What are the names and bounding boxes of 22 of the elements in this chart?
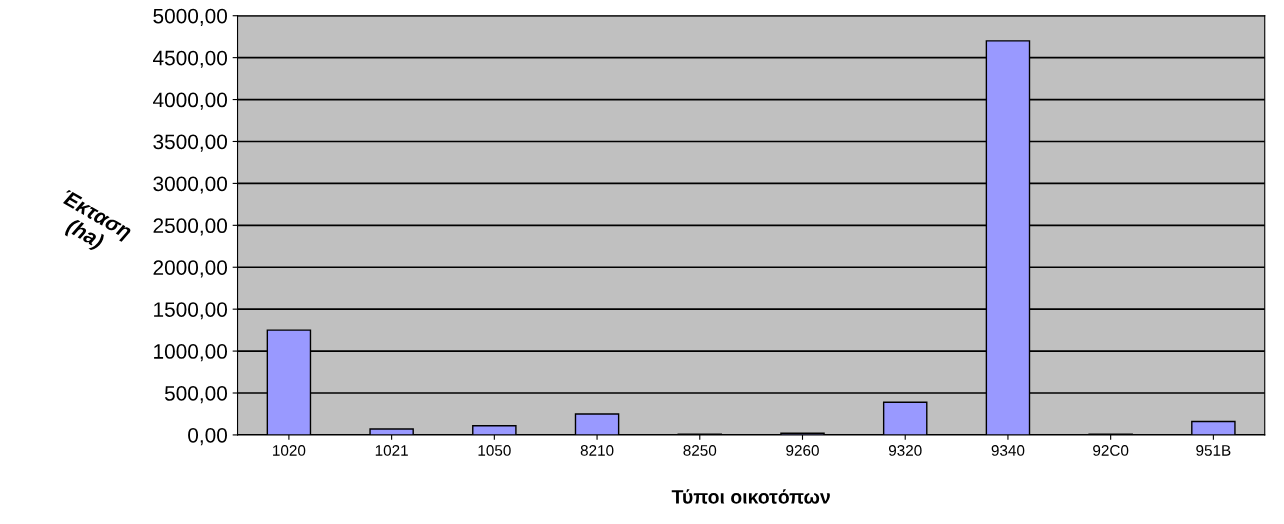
x-tick-label: 1050 [478, 445, 511, 456]
y-tick-label: 1500,00 [154, 302, 228, 320]
y-tick-label: 5000,00 [153, 8, 228, 26]
y-tick-label: 4000,00 [153, 92, 228, 110]
x-tick-label: 1021 [375, 445, 408, 456]
y-tick-label: 2000,00 [153, 260, 228, 278]
y-tick-label: 3000,00 [153, 176, 228, 194]
x-tick-label: 92C0 [1093, 445, 1129, 456]
y-tick-label: 3500,00 [153, 134, 228, 152]
y-tick-label: 1000,00 [154, 344, 228, 362]
x-tick-label: 9340 [991, 445, 1025, 456]
x-tick-label: 9320 [888, 445, 922, 456]
y-tick-label: 500,00 [164, 386, 228, 404]
x-tick-label: 8250 [683, 445, 717, 456]
x-tick-label: 9260 [786, 445, 819, 456]
x-axis-title: Τύποι οικοτόπων [671, 489, 830, 504]
y-tick-label: 2500,00 [153, 218, 228, 236]
y-tick-label: 0,00 [188, 427, 228, 446]
x-tick-label: 951B [1196, 445, 1231, 456]
x-tick-label: 8210 [580, 445, 614, 456]
y-tick-label: 4500,00 [153, 50, 228, 68]
x-tick-label: 1020 [273, 445, 306, 456]
